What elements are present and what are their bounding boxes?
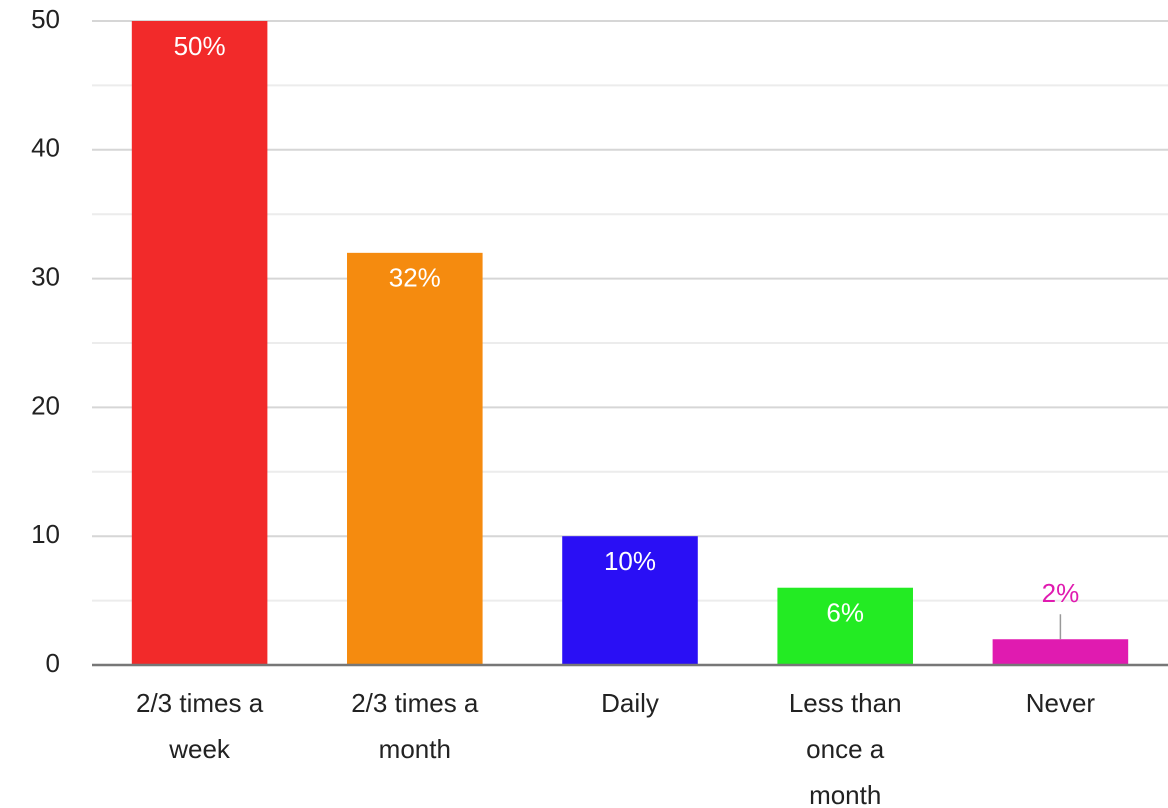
bar	[777, 587, 913, 665]
x-tick-label: Daily	[601, 688, 659, 718]
value-label: 10%	[604, 546, 656, 576]
bar	[992, 639, 1129, 665]
x-tick-label: 2/3 times a month	[351, 688, 479, 764]
value-label: 6%	[826, 598, 864, 628]
value-label: 50%	[174, 31, 226, 61]
y-tick-label: 20	[31, 390, 60, 420]
y-tick-label: 30	[31, 261, 60, 291]
y-tick-label: 50	[31, 4, 60, 34]
value-label: 2%	[1042, 578, 1080, 608]
x-tick-label: 2/3 times a week	[136, 688, 264, 764]
x-tick-label: Less than once a month	[789, 688, 902, 808]
bar	[562, 536, 698, 665]
x-tick-label: Never	[1026, 688, 1096, 718]
y-tick-label: 40	[31, 133, 60, 163]
y-tick-label: 0	[46, 648, 60, 678]
y-tick-label: 10	[31, 519, 60, 549]
bar	[347, 252, 483, 665]
value-label: 32%	[389, 263, 441, 293]
bar	[131, 21, 268, 665]
